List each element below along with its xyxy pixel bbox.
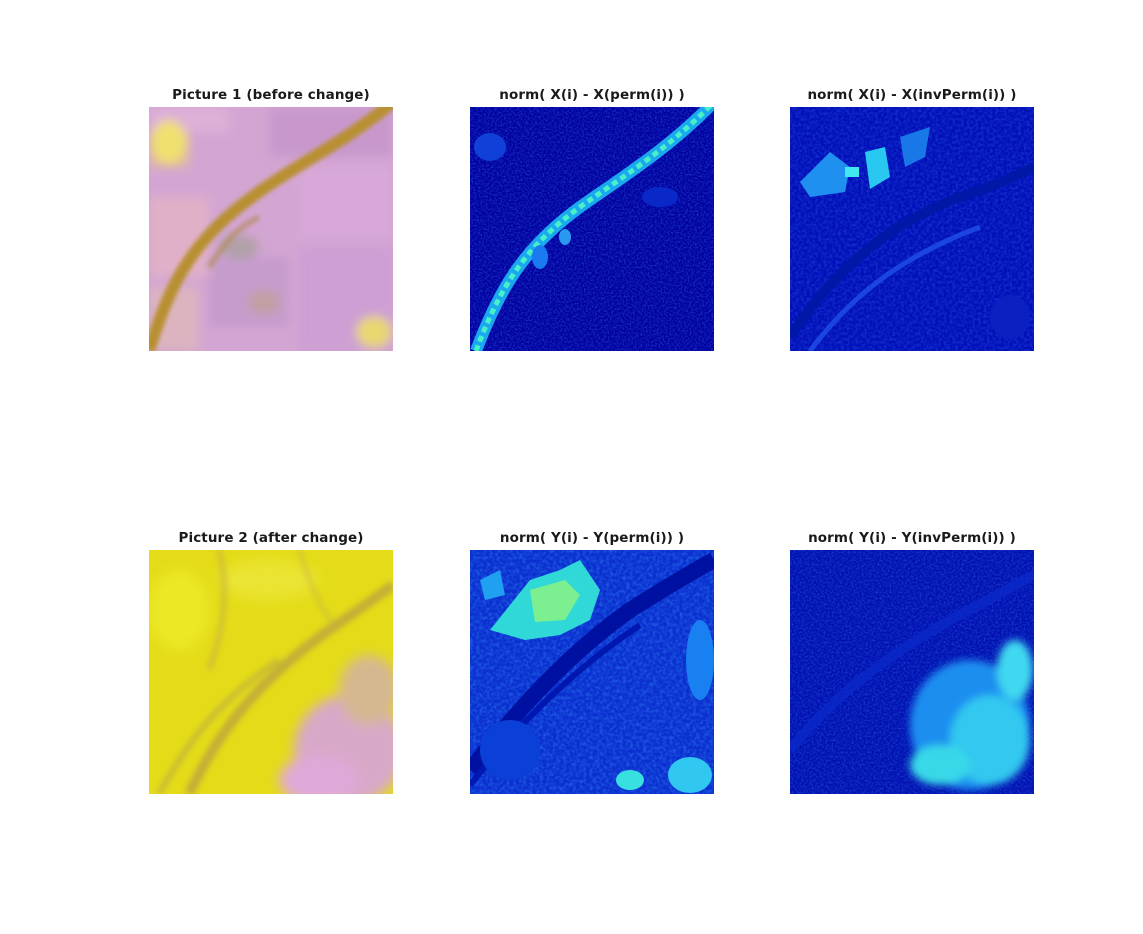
norm-x-perm-image — [470, 107, 714, 351]
norm-y-perm-image — [470, 550, 714, 794]
panel-title: Picture 2 (after change) — [178, 530, 364, 546]
panel-title: Picture 1 (before change) — [172, 87, 370, 103]
norm-x-invperm-image — [790, 107, 1034, 351]
panel-title: norm( Y(i) - Y(invPerm(i)) ) — [808, 530, 1016, 546]
panel-title: norm( X(i) - X(invPerm(i)) ) — [807, 87, 1017, 103]
panel-title: norm( Y(i) - Y(perm(i)) ) — [499, 530, 685, 546]
panel-title: norm( X(i) - X(perm(i)) ) — [499, 87, 685, 103]
picture-2-image — [149, 550, 393, 794]
norm-y-invperm-image — [790, 550, 1034, 794]
picture-1-image — [149, 107, 393, 351]
